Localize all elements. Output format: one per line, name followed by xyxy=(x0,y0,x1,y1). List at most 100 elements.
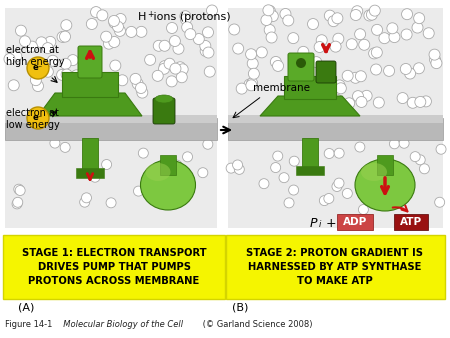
Circle shape xyxy=(389,139,400,149)
Circle shape xyxy=(366,9,378,20)
Text: ions (protons): ions (protons) xyxy=(150,12,230,22)
Circle shape xyxy=(57,69,68,80)
Circle shape xyxy=(264,5,275,17)
Circle shape xyxy=(137,87,148,98)
Circle shape xyxy=(108,16,120,26)
Circle shape xyxy=(357,172,367,183)
Circle shape xyxy=(332,13,343,24)
Circle shape xyxy=(109,17,120,28)
Circle shape xyxy=(316,35,327,46)
Circle shape xyxy=(429,49,440,60)
Circle shape xyxy=(81,193,91,203)
Circle shape xyxy=(283,15,294,26)
Circle shape xyxy=(136,26,147,37)
Circle shape xyxy=(298,46,309,57)
Text: +: + xyxy=(147,10,153,19)
Circle shape xyxy=(71,70,82,81)
Text: ATP: ATP xyxy=(400,217,422,227)
Circle shape xyxy=(200,46,211,56)
Circle shape xyxy=(371,47,382,58)
Circle shape xyxy=(379,33,390,44)
Circle shape xyxy=(135,82,147,94)
Circle shape xyxy=(289,156,299,166)
Text: Molecular Biology of the Cell: Molecular Biology of the Cell xyxy=(58,320,183,329)
Circle shape xyxy=(350,72,361,83)
Circle shape xyxy=(98,89,109,100)
Circle shape xyxy=(165,156,175,166)
Circle shape xyxy=(170,63,181,74)
Circle shape xyxy=(334,80,345,91)
Circle shape xyxy=(175,62,186,73)
Circle shape xyxy=(200,41,211,51)
Circle shape xyxy=(246,80,257,91)
Circle shape xyxy=(264,24,275,35)
Circle shape xyxy=(106,198,116,208)
FancyBboxPatch shape xyxy=(296,166,324,175)
Circle shape xyxy=(292,91,303,102)
Circle shape xyxy=(273,61,284,71)
Circle shape xyxy=(4,53,15,65)
Circle shape xyxy=(183,152,193,162)
Circle shape xyxy=(204,66,215,77)
Circle shape xyxy=(57,31,68,43)
FancyBboxPatch shape xyxy=(160,155,176,175)
Circle shape xyxy=(284,198,294,208)
Circle shape xyxy=(158,63,170,74)
Circle shape xyxy=(372,24,382,35)
Circle shape xyxy=(288,33,299,44)
Text: (B): (B) xyxy=(232,302,248,312)
Circle shape xyxy=(369,5,380,16)
Text: electron at
high energy: electron at high energy xyxy=(6,45,64,67)
Ellipse shape xyxy=(155,95,173,103)
Text: (© Garland Science 2008): (© Garland Science 2008) xyxy=(200,320,312,329)
Circle shape xyxy=(364,10,375,21)
Circle shape xyxy=(80,197,90,207)
Circle shape xyxy=(435,197,445,207)
Circle shape xyxy=(153,40,164,51)
Circle shape xyxy=(159,40,170,51)
Circle shape xyxy=(115,14,126,24)
Circle shape xyxy=(355,29,365,40)
Circle shape xyxy=(401,9,413,20)
Circle shape xyxy=(342,70,353,81)
Circle shape xyxy=(180,14,191,25)
Circle shape xyxy=(138,148,148,158)
Circle shape xyxy=(332,182,342,192)
Circle shape xyxy=(393,175,403,185)
Circle shape xyxy=(352,91,364,102)
Circle shape xyxy=(176,72,187,83)
Circle shape xyxy=(8,80,19,91)
Circle shape xyxy=(15,25,27,36)
Circle shape xyxy=(270,56,281,68)
Text: electron at
low energy: electron at low energy xyxy=(6,108,60,130)
Circle shape xyxy=(334,148,344,158)
Circle shape xyxy=(414,13,425,24)
FancyBboxPatch shape xyxy=(288,53,314,81)
Circle shape xyxy=(247,78,258,89)
Circle shape xyxy=(166,23,177,33)
Circle shape xyxy=(280,8,291,20)
Text: P: P xyxy=(310,217,318,230)
FancyBboxPatch shape xyxy=(377,155,393,175)
Circle shape xyxy=(172,160,182,170)
FancyBboxPatch shape xyxy=(78,46,102,78)
Circle shape xyxy=(198,168,208,178)
Circle shape xyxy=(431,58,442,69)
Circle shape xyxy=(194,33,204,45)
FancyBboxPatch shape xyxy=(5,118,217,140)
FancyBboxPatch shape xyxy=(228,8,443,228)
Circle shape xyxy=(436,144,446,154)
Circle shape xyxy=(355,142,365,152)
Circle shape xyxy=(256,47,267,58)
Circle shape xyxy=(42,66,54,77)
Circle shape xyxy=(415,155,425,165)
Circle shape xyxy=(14,184,24,194)
Circle shape xyxy=(27,41,38,52)
Ellipse shape xyxy=(145,163,171,181)
Circle shape xyxy=(166,76,177,87)
Circle shape xyxy=(97,10,108,21)
Circle shape xyxy=(324,194,334,203)
Circle shape xyxy=(324,10,335,21)
Circle shape xyxy=(110,60,121,71)
Circle shape xyxy=(60,58,71,69)
